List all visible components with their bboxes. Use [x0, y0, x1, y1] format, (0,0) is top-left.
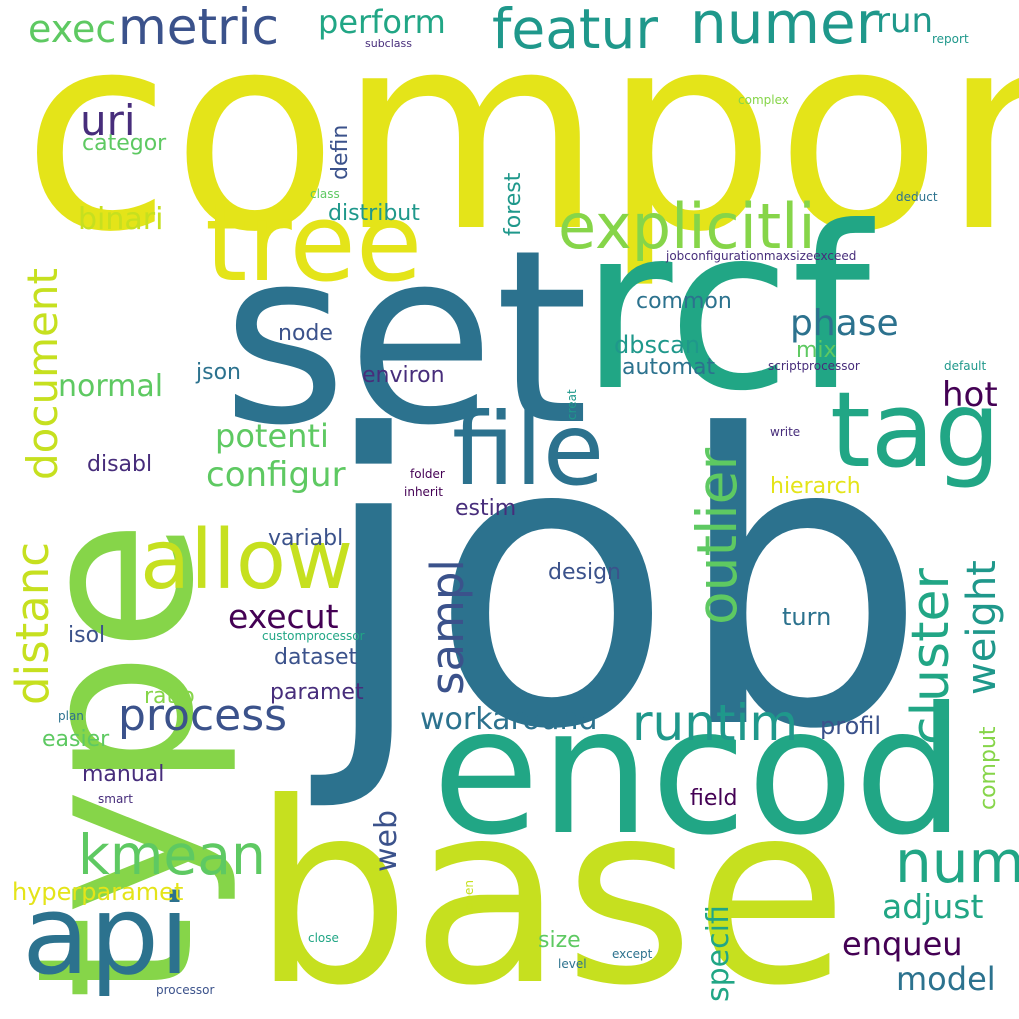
word-execut: execut [228, 597, 339, 636]
word-subclass: subclass [365, 37, 412, 50]
word-phase: phase [790, 303, 899, 344]
word-manual: manual [82, 762, 165, 787]
word-weight: weight [959, 560, 1005, 695]
word-default: default [944, 359, 987, 373]
word-easier: easier [42, 727, 110, 752]
word-mix: mix [796, 338, 837, 363]
word-comput: comput [976, 726, 1001, 810]
word-potenti: potenti [215, 417, 329, 455]
word-estim: estim [455, 496, 517, 521]
word-write: write [770, 425, 801, 439]
word-enqueu: enqueu [842, 925, 963, 963]
word-compon: compon [22, 0, 1019, 292]
word-automat: automat [622, 355, 716, 380]
word-design: design [548, 560, 621, 585]
word-disabl: disabl [87, 452, 153, 477]
word-processor: processor [156, 983, 215, 997]
word-set: set [222, 198, 589, 478]
word-featur: featur [492, 0, 658, 61]
word-allow: allow [140, 513, 354, 608]
word-field: field [690, 786, 738, 811]
word-outlier: outlier [685, 447, 749, 625]
word-binari: binari [78, 202, 164, 237]
word-exec: exec [28, 7, 117, 51]
word-run: run [876, 1, 934, 41]
word-perform: perform [318, 3, 446, 41]
word-process: process [118, 690, 288, 741]
word-open: open [462, 880, 476, 910]
word-class: class [310, 187, 340, 201]
word-folder: folder [410, 467, 445, 481]
word-inherit: inherit [404, 485, 443, 499]
word-defin: defin [328, 124, 353, 180]
word-except: except [612, 947, 653, 961]
word-distribut: distribut [328, 201, 420, 226]
word-hot: hot [942, 375, 998, 415]
word-sampl: sampl [421, 559, 474, 695]
word-close: close [308, 931, 339, 945]
word-complex: complex [738, 93, 789, 107]
word-node: node [278, 321, 333, 346]
word-normal: normal [58, 369, 164, 404]
word-encod: encod [432, 671, 965, 874]
word-configur: configur [206, 455, 346, 495]
word-dbscan: dbscan [614, 331, 701, 359]
word-smart: smart [98, 792, 133, 806]
word-categor: categor [82, 131, 167, 156]
word-hyperparamet: hyperparamet [12, 878, 184, 906]
word-report: report [932, 32, 969, 46]
word-paramet: paramet [270, 680, 364, 705]
word-level: level [558, 957, 587, 971]
word-scriptprocessor: scriptprocessor [768, 359, 860, 373]
word-uri: uri [80, 96, 136, 145]
word-creat: creat [565, 389, 579, 420]
word-plan: plan [58, 709, 84, 723]
word-explicitli: explicitli [558, 190, 816, 263]
word-adjust: adjust [882, 887, 984, 926]
word-hierarch: hierarch [770, 474, 861, 499]
word-environ: environ [362, 363, 445, 388]
word-numer: numer [690, 0, 880, 57]
word-jobconfigurationmaxsizeexceed: jobconfigurationmaxsizeexceed [666, 249, 857, 263]
word-cluster: cluster [901, 568, 961, 745]
word-workaround: workaround [420, 702, 598, 737]
word-base: base [252, 749, 848, 1019]
word-variabl: variabl [268, 526, 344, 551]
word-api: api [22, 871, 190, 999]
word-web: web [369, 809, 404, 872]
word-size: size [538, 928, 581, 953]
word-turn: turn [782, 603, 832, 631]
word-dataset: dataset [274, 645, 358, 670]
word-kmean: kmean [78, 823, 266, 887]
word-customprocessor: customprocessor [262, 629, 365, 643]
word-distanc: distanc [6, 542, 59, 705]
word-runtim: runtim [632, 694, 799, 752]
word-profil: profil [820, 712, 882, 740]
word-ratio: ratio [144, 684, 195, 709]
word-model: model [896, 960, 996, 998]
word-specifi: specifi [701, 905, 736, 1002]
word-file: file [452, 391, 605, 508]
word-isol: isol [68, 623, 106, 648]
word-json: json [196, 360, 241, 385]
word-job: job [318, 352, 928, 817]
word-metric: metric [118, 0, 280, 56]
word-rcf: rcf [580, 179, 871, 441]
word-tag: tag [830, 369, 1001, 491]
word-num: num [895, 828, 1019, 896]
word-deduct: deduct [896, 190, 938, 204]
word-common: common [636, 289, 732, 314]
word-forest: forest [501, 172, 526, 236]
word-tree: tree [205, 181, 423, 306]
